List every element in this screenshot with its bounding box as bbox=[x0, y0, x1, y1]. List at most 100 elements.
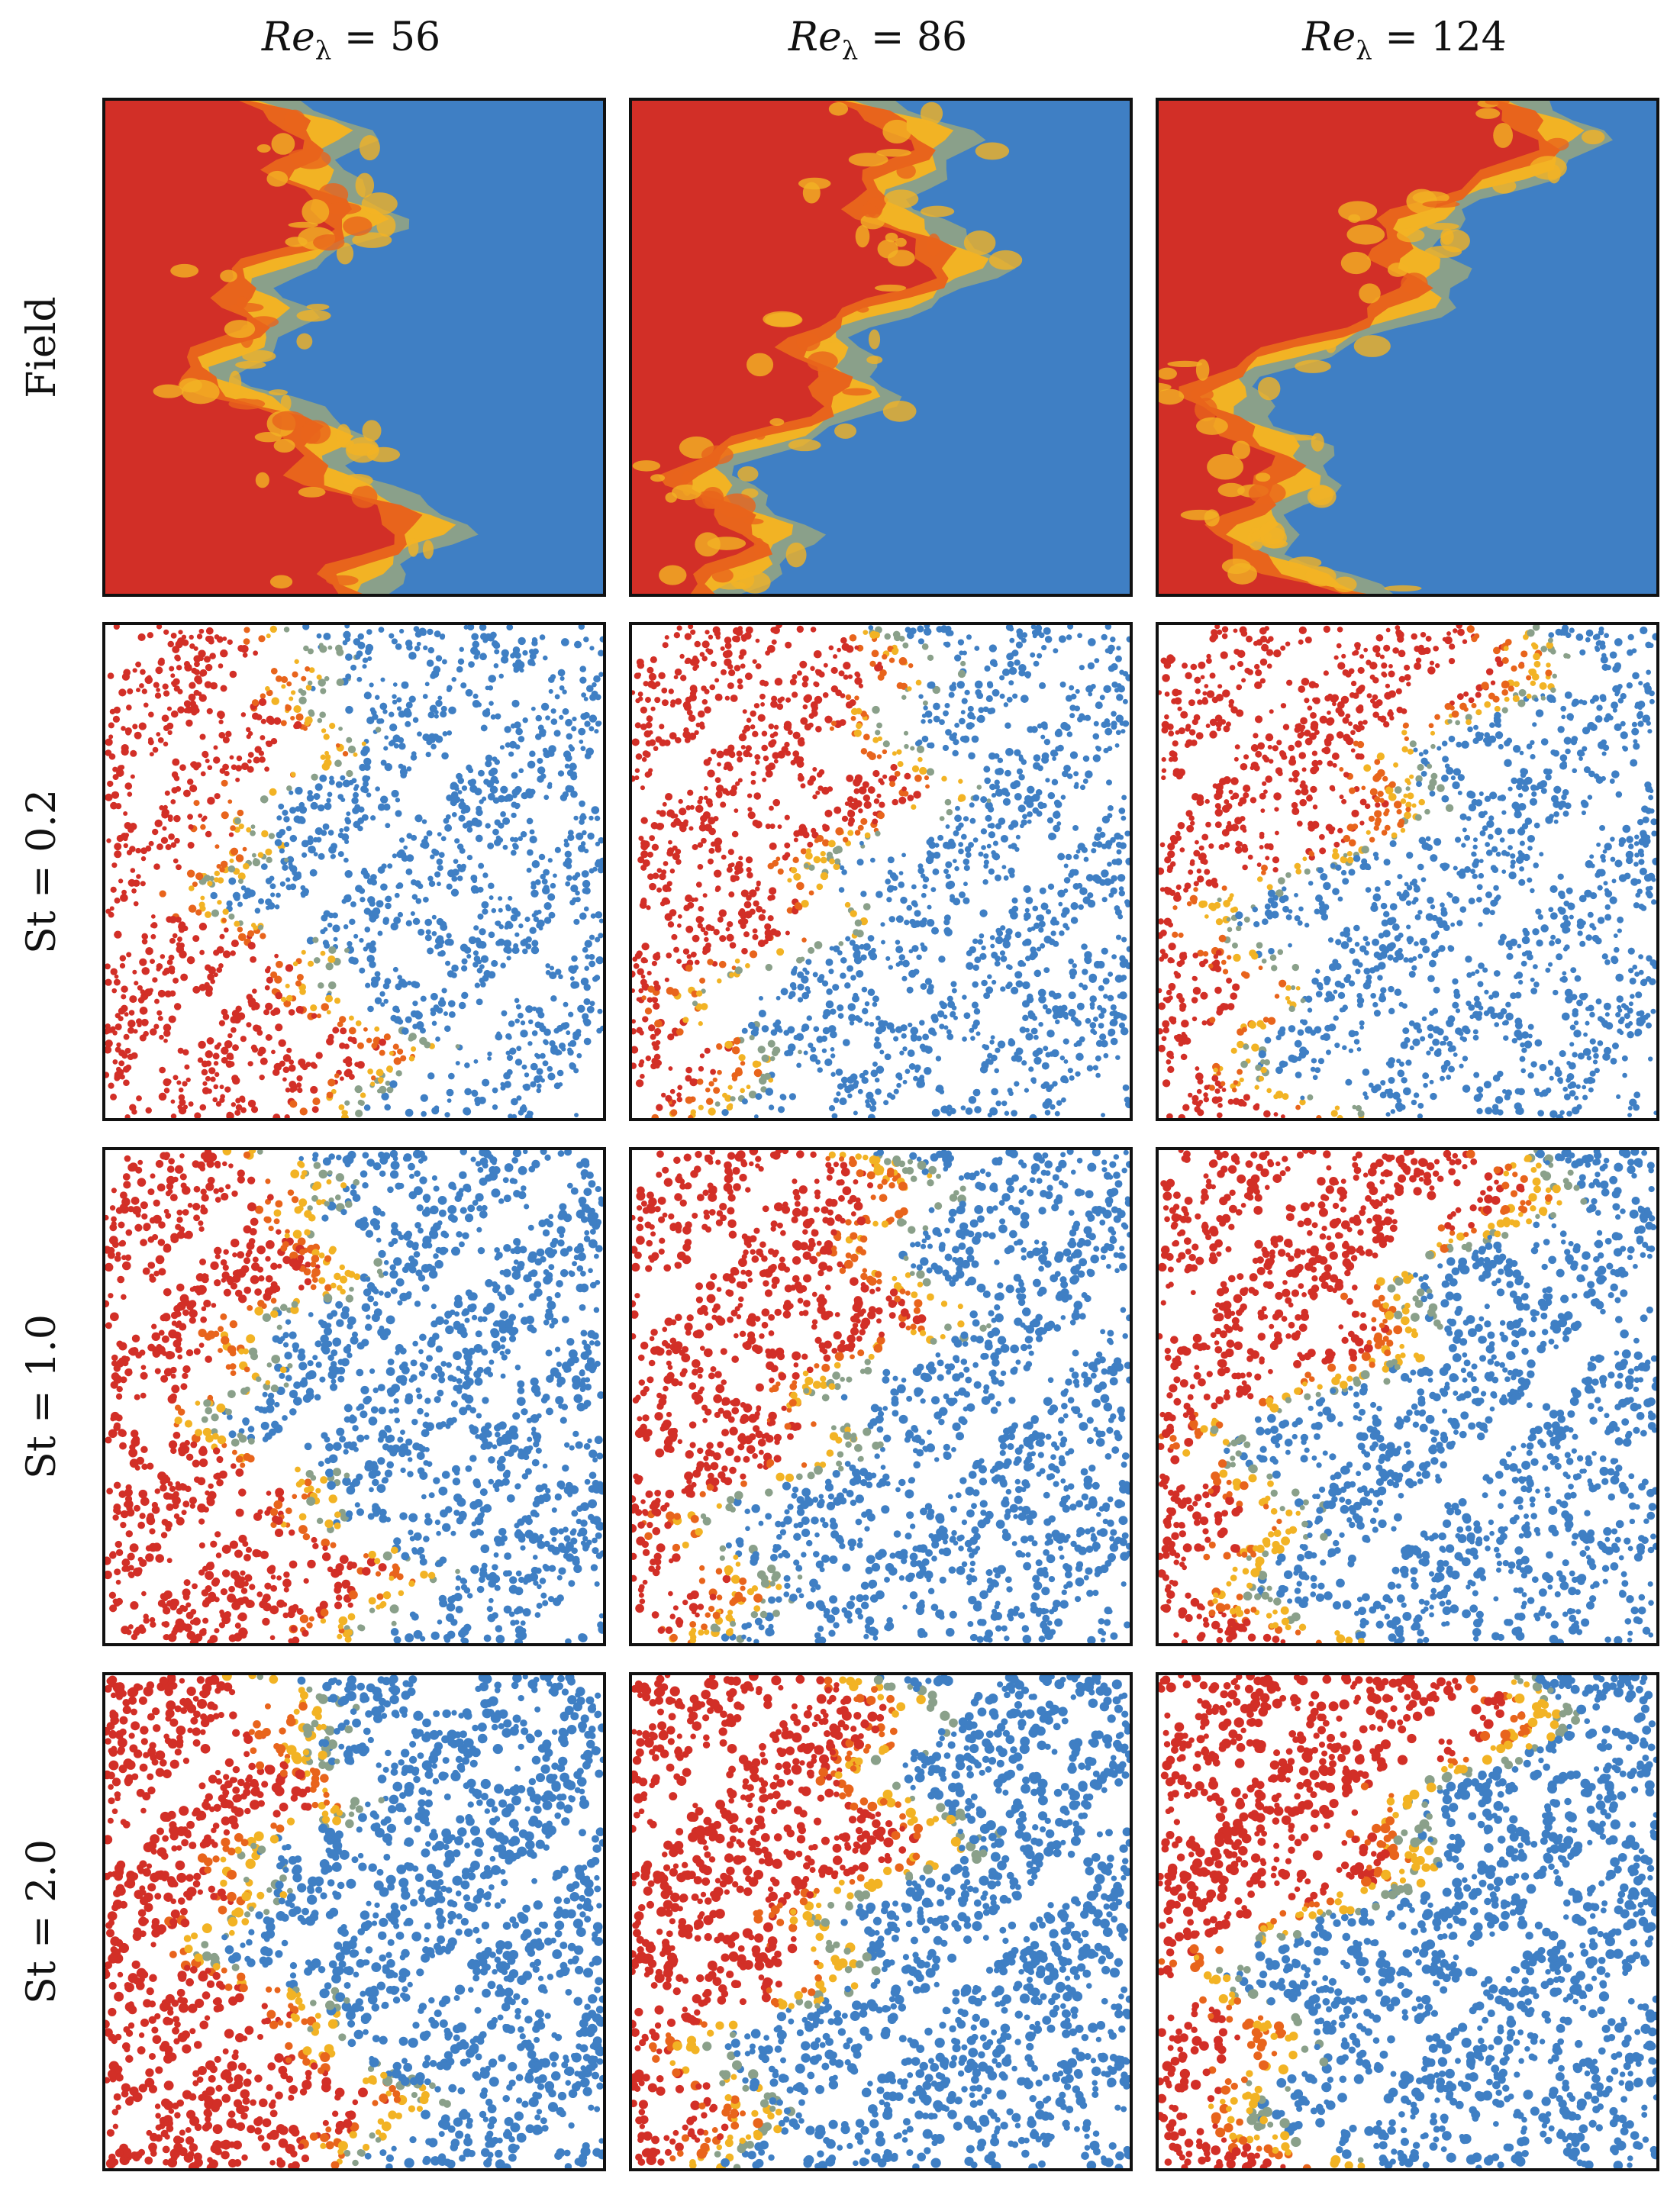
particle bbox=[1197, 1109, 1204, 1117]
field-swirl bbox=[753, 537, 765, 558]
particle bbox=[743, 749, 751, 758]
particle bbox=[926, 839, 933, 846]
particle bbox=[960, 710, 966, 715]
particle bbox=[154, 692, 162, 699]
particle bbox=[512, 793, 518, 798]
particle bbox=[1472, 1034, 1479, 1041]
particle bbox=[641, 982, 650, 991]
particle bbox=[1027, 785, 1035, 794]
particle bbox=[632, 1028, 637, 1035]
particle bbox=[821, 786, 830, 795]
particle bbox=[1274, 807, 1279, 812]
particle bbox=[1572, 698, 1580, 706]
particle bbox=[205, 627, 214, 635]
particle bbox=[1495, 894, 1501, 901]
particle bbox=[692, 1001, 698, 1007]
particle bbox=[1452, 978, 1459, 985]
particle bbox=[1572, 1052, 1578, 1058]
particle bbox=[1383, 644, 1391, 652]
particle bbox=[1188, 699, 1195, 707]
particle bbox=[250, 824, 256, 830]
particle bbox=[792, 691, 798, 698]
particle bbox=[217, 900, 222, 905]
particle bbox=[194, 661, 200, 668]
particle bbox=[727, 765, 734, 772]
particle bbox=[1464, 865, 1472, 873]
particle bbox=[838, 941, 844, 946]
particle bbox=[289, 865, 298, 873]
particle bbox=[645, 697, 651, 703]
particle bbox=[1082, 968, 1088, 975]
particle bbox=[1162, 1079, 1171, 1088]
particle bbox=[447, 1072, 455, 1080]
particle bbox=[714, 693, 723, 701]
particle bbox=[257, 924, 264, 930]
particle bbox=[835, 689, 843, 697]
particle bbox=[139, 683, 144, 688]
particle bbox=[750, 1029, 759, 1037]
particle bbox=[769, 887, 777, 895]
particle bbox=[872, 1001, 878, 1007]
particle bbox=[440, 633, 446, 639]
particle bbox=[1030, 946, 1037, 953]
particle bbox=[1024, 907, 1030, 913]
particle bbox=[529, 653, 537, 660]
particle bbox=[1472, 1029, 1478, 1035]
particle bbox=[1625, 856, 1633, 865]
particle bbox=[995, 927, 1001, 934]
particle bbox=[894, 770, 901, 777]
particle bbox=[1388, 793, 1397, 801]
particle bbox=[988, 644, 998, 653]
particle bbox=[699, 917, 705, 922]
particle bbox=[1429, 660, 1435, 666]
particle bbox=[869, 1021, 875, 1027]
particle bbox=[114, 843, 122, 851]
particle bbox=[1038, 1021, 1043, 1027]
particle bbox=[994, 779, 1000, 785]
particle bbox=[970, 1036, 975, 1041]
particle bbox=[850, 910, 857, 917]
particle bbox=[731, 1075, 738, 1081]
particle bbox=[275, 1023, 283, 1032]
particle bbox=[794, 902, 802, 910]
particle bbox=[370, 879, 377, 886]
particle bbox=[1003, 702, 1009, 707]
particle bbox=[1076, 882, 1083, 889]
particle bbox=[1304, 698, 1310, 704]
particle bbox=[193, 646, 198, 651]
particle bbox=[1312, 1075, 1318, 1081]
particle bbox=[285, 994, 293, 1002]
particle bbox=[461, 965, 468, 972]
particle bbox=[1372, 893, 1382, 902]
particle bbox=[172, 758, 180, 766]
particle bbox=[1061, 1097, 1066, 1103]
particle bbox=[1613, 946, 1620, 953]
particle bbox=[573, 640, 582, 649]
particle bbox=[1045, 1007, 1052, 1015]
particle bbox=[114, 1023, 122, 1031]
particle bbox=[777, 824, 782, 830]
particle bbox=[442, 730, 448, 736]
particle bbox=[541, 878, 548, 885]
particle bbox=[679, 653, 685, 659]
particle bbox=[431, 914, 437, 920]
particle bbox=[669, 702, 676, 708]
particle bbox=[264, 766, 269, 772]
particle bbox=[1121, 936, 1127, 943]
particle bbox=[1175, 830, 1181, 836]
particle bbox=[1009, 637, 1015, 643]
particle bbox=[1092, 874, 1101, 882]
particle bbox=[1021, 819, 1027, 826]
particle bbox=[1288, 1025, 1296, 1033]
particle bbox=[978, 851, 984, 857]
field-swirl bbox=[1257, 377, 1281, 401]
particle bbox=[863, 1069, 869, 1076]
particle bbox=[1074, 705, 1081, 712]
particle bbox=[743, 901, 752, 909]
particle bbox=[1014, 792, 1022, 801]
particle bbox=[1577, 1052, 1585, 1060]
particle bbox=[736, 750, 743, 757]
particle bbox=[1216, 1008, 1224, 1016]
particle bbox=[1062, 770, 1069, 778]
particle bbox=[439, 950, 446, 957]
